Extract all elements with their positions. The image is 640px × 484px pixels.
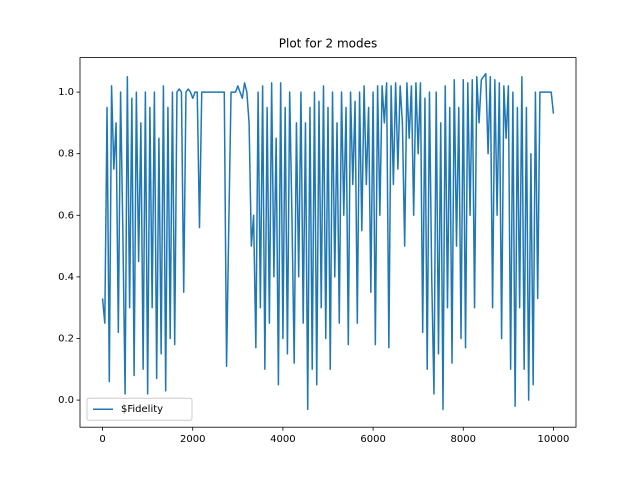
- y-tick-label: 1.0: [58, 87, 74, 98]
- y-tick-label: 0.2: [58, 333, 74, 344]
- y-tick-label: 0.8: [58, 149, 74, 160]
- x-tick-label: 4000: [270, 434, 295, 445]
- x-tick-label: 10000: [538, 434, 570, 445]
- y-tick-label: 0.4: [58, 272, 74, 283]
- y-tick-label: 0.0: [58, 395, 74, 406]
- chart-title: Plot for 2 modes: [279, 37, 377, 51]
- plot-frame: [79, 57, 577, 428]
- y-tick-label: 0.6: [58, 210, 74, 221]
- x-tick-label: 8000: [451, 434, 476, 445]
- x-tick-label: 6000: [360, 434, 385, 445]
- series-line: [101, 72, 555, 411]
- x-tick-label: 0: [99, 434, 105, 445]
- legend-box: [86, 397, 193, 421]
- x-tick-label: 2000: [180, 434, 205, 445]
- legend-label: $Fidelity: [121, 404, 163, 415]
